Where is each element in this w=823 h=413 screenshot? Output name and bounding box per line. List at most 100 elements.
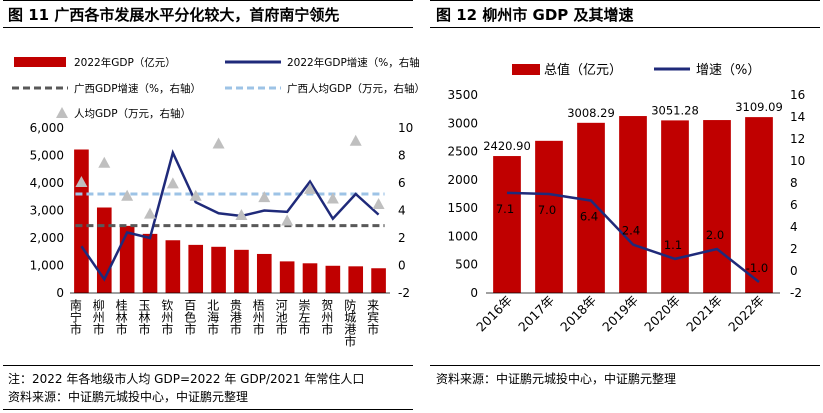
x-tick-label-6: 2022年 <box>725 293 767 335</box>
left-y-tick: 2500 <box>447 145 478 159</box>
bar-gdp-6 <box>211 246 226 293</box>
right-y-tick: 10 <box>398 121 413 135</box>
marker-percapita-8 <box>258 191 271 203</box>
x-tick-label-5: 2021年 <box>683 293 725 335</box>
left-y-tick: 2,000 <box>30 231 64 245</box>
marker-percapita-2 <box>121 189 134 201</box>
x-tick-label-5: 百色市 <box>183 299 197 335</box>
line-label-6: -1.0 <box>746 261 768 275</box>
right-title-rule <box>430 27 820 28</box>
left-y-tick: 1,000 <box>30 259 64 273</box>
right-chart: 总值（亿元） 增速（%） 0 500 1000 1500 2000 2500 3000 3500 -… <box>447 62 805 335</box>
x-tick-label-13: 来宾市 <box>366 299 380 335</box>
bar-total-4 <box>661 120 689 293</box>
right-figure-title: 图 12 柳州市 GDP 及其增速 <box>436 6 634 24</box>
legend-label-3: 广西人均GDP（万元，右轴） <box>287 82 420 95</box>
right-y-tick: 14 <box>790 110 805 124</box>
right-y-tick: 4 <box>790 220 798 234</box>
x-tick-label-4: 钦州市 <box>160 299 174 335</box>
left-y-tick: 3,000 <box>30 204 64 218</box>
bar-gdp-10 <box>302 263 318 293</box>
marker-percapita-4 <box>166 177 179 189</box>
left-y-tick: 0 <box>56 286 64 300</box>
line-growth <box>506 191 760 283</box>
x-tick-label-1: 2017年 <box>515 293 557 335</box>
bar-gdp-5 <box>188 244 204 293</box>
bar-gdp-13 <box>371 268 386 293</box>
line-gdp-growth <box>80 149 380 282</box>
x-tick-label-0: 南宁市 <box>68 298 82 335</box>
bar-label-2: 3008.29 <box>567 106 615 120</box>
right-y-tick: 2 <box>790 242 798 256</box>
left-chart: 2022年GDP（亿元） 2022年GDP增速（%，右轴） 广西GDP增速（%，右轴… <box>12 56 420 347</box>
marker-percapita-3 <box>144 207 156 219</box>
left-figure-title: 图 11 广西各市发展水平分化较大，首府南宁领先 <box>8 6 340 24</box>
marker-percapita-0 <box>75 176 88 187</box>
x-tick-label-12: 防城港市 <box>343 298 357 347</box>
right-source: 资料来源：中证鹏元城投中心，中证鹏元整理 <box>436 372 677 386</box>
right-y-tick: 0 <box>398 259 406 273</box>
marker-percapita-13 <box>372 198 385 209</box>
legend-label-0: 2022年GDP（亿元） <box>74 56 176 69</box>
bar-gdp-2 <box>119 225 135 293</box>
right-y-tick: 16 <box>790 88 805 102</box>
bar-label-4: 3051.28 <box>651 103 699 117</box>
bar-gdp-7 <box>234 249 249 293</box>
legend-swatch-percapita <box>56 107 68 118</box>
right-y-tick: 8 <box>790 176 798 190</box>
line-label-3: 2.4 <box>622 224 640 238</box>
right-top-rule <box>430 0 820 1</box>
left-y-tick: 1500 <box>447 201 478 215</box>
marker-percapita-6 <box>212 137 225 149</box>
marker-percapita-11 <box>326 192 339 204</box>
bar-gdp-12 <box>348 266 364 293</box>
bar-gdp-8 <box>256 253 272 293</box>
x-tick-label-7: 贵港市 <box>228 299 242 335</box>
right-y-tick: 6 <box>398 176 406 190</box>
bar-total-5 <box>703 120 731 293</box>
left-source: 资料来源：中证鹏元城投中心，中证鹏元整理 <box>8 390 249 404</box>
bar-gdp-9 <box>279 261 295 293</box>
left-y-tick: 5,000 <box>30 149 64 163</box>
bar-label-0: 2420.90 <box>483 139 531 153</box>
marker-percapita-7 <box>235 209 248 220</box>
bar-total-6 <box>745 117 773 293</box>
line-label-2: 6.4 <box>580 210 598 224</box>
legend-label-growth: 增速（%） <box>696 63 760 78</box>
right-y-tick: 6 <box>790 198 798 212</box>
left-y-tick: 1000 <box>447 229 478 243</box>
right-y-tick: -2 <box>398 286 410 300</box>
left-y-tick: 3500 <box>447 88 478 102</box>
bar-gdp-0 <box>74 149 89 293</box>
marker-percapita-9 <box>281 214 294 226</box>
left-y-tick: 0 <box>470 286 478 300</box>
x-tick-label-2: 2018年 <box>557 293 599 335</box>
x-tick-label-1: 柳州市 <box>91 299 105 335</box>
left-final-rule <box>3 409 413 410</box>
legend-label-4: 人均GDP（万元，右轴） <box>74 107 191 120</box>
left-title-rule <box>3 27 413 28</box>
right-y-tick: 4 <box>398 204 406 218</box>
bar-total-0 <box>493 156 521 293</box>
bar-gdp-4 <box>165 240 181 293</box>
x-tick-label-3: 玉林市 <box>137 299 151 335</box>
marker-percapita-10 <box>304 182 316 194</box>
bar-label-6: 3109.09 <box>735 100 783 114</box>
right-y-tick: 2 <box>398 231 406 245</box>
left-y-tick: 500 <box>455 258 478 272</box>
marker-percapita-1 <box>98 156 111 168</box>
line-label-1: 7.0 <box>538 203 556 217</box>
legend-swatch-gdp <box>14 57 66 67</box>
bar-total-2 <box>577 122 605 293</box>
legend-label-2: 广西GDP增速（%，右轴） <box>74 82 201 95</box>
left-y-tick: 3000 <box>447 116 478 130</box>
right-bottom-rule <box>430 365 820 366</box>
right-y-tick: 8 <box>398 149 406 163</box>
x-tick-label-8: 梧州市 <box>251 298 265 335</box>
right-y-tick: -2 <box>790 286 802 300</box>
right-y-tick: 10 <box>790 154 805 168</box>
line-label-4: 1.1 <box>664 238 682 252</box>
left-top-rule <box>3 0 413 1</box>
bar-total-1 <box>535 140 563 293</box>
legend-label-1: 2022年GDP增速（%，右轴） <box>287 56 420 69</box>
